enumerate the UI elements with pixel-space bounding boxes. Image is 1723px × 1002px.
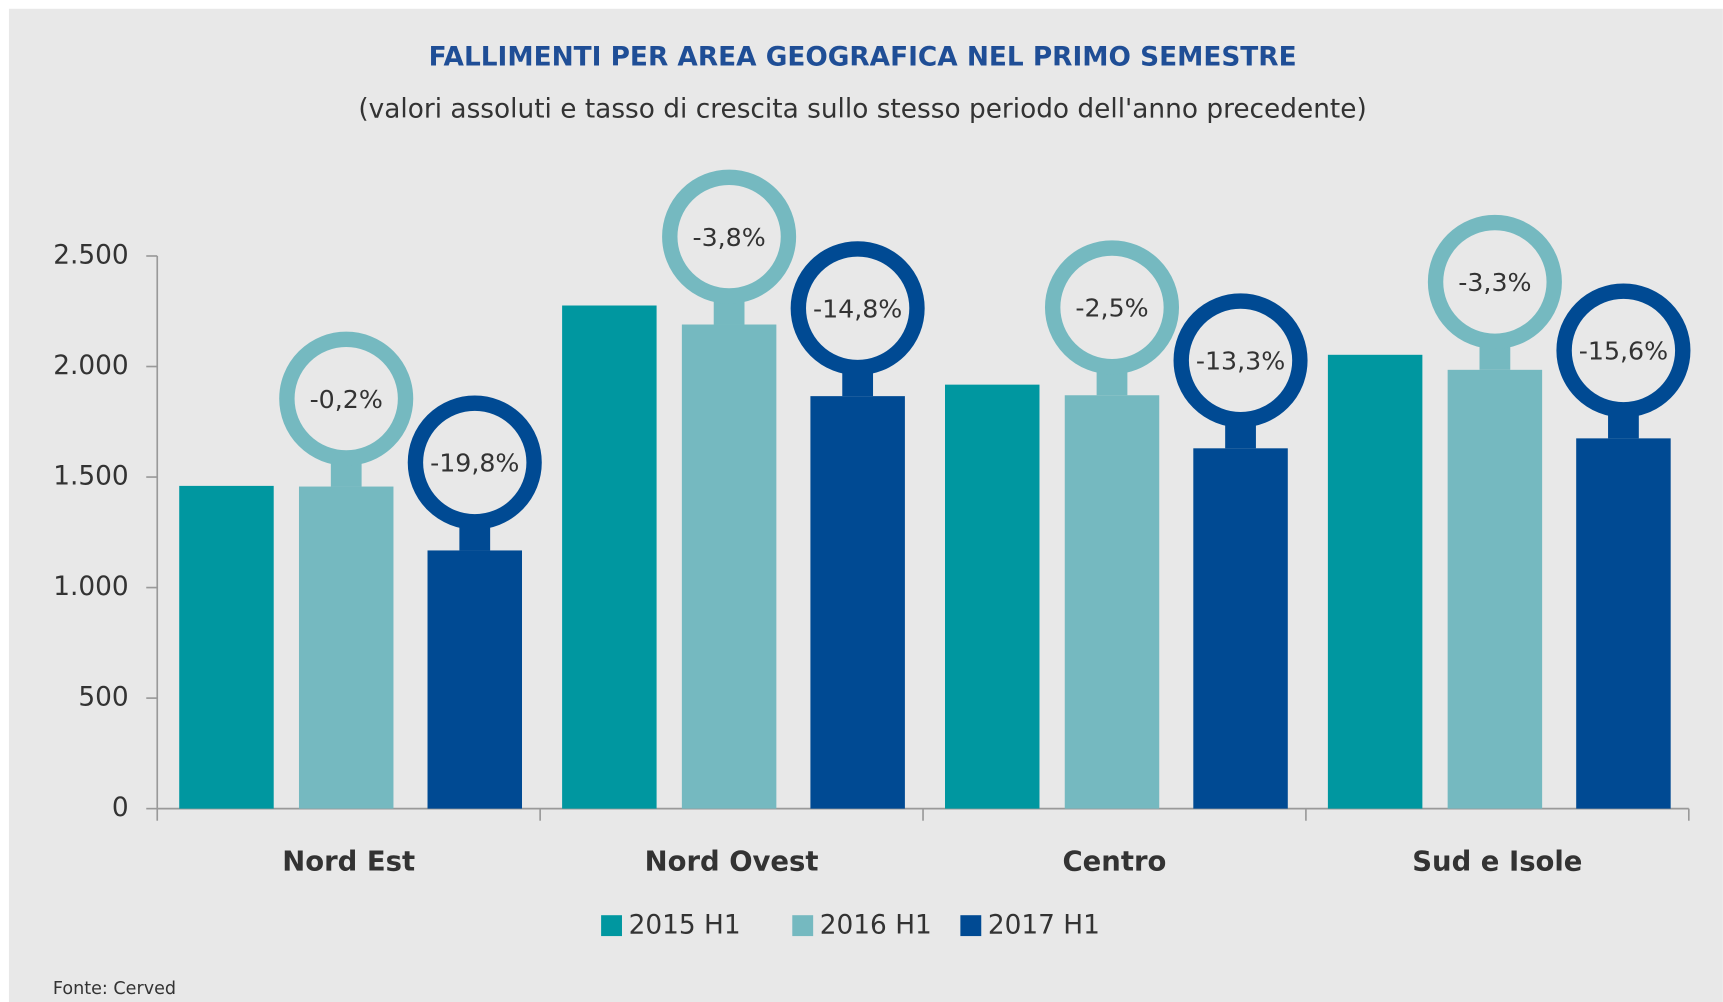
bar [1327,354,1423,809]
growth-bubble [279,331,414,466]
bar [681,324,777,809]
legend-label: 2015 H1 [629,911,741,941]
bar [562,305,657,809]
growth-bubble [1044,240,1180,375]
bar [945,384,1040,809]
x-tick-label: Nord Ovest [645,846,819,877]
bar [1064,395,1160,809]
bar [1447,369,1543,809]
growth-bubble [1173,293,1308,428]
legend-label: 2016 H1 [820,911,932,941]
growth-label: -3,8% [692,223,765,252]
growth-label: -15,6% [1579,337,1668,366]
x-tick-label: Sud e Isole [1412,846,1582,877]
bar [1576,438,1671,809]
y-tick-label: 2.500 [53,240,128,270]
growth-label: -19,8% [430,449,519,478]
legend-swatch [960,915,982,937]
growth-bubble [407,395,542,530]
growth-bubble [1556,283,1691,418]
y-tick-label: 500 [78,683,128,713]
bar [1193,448,1288,809]
bar [179,485,274,809]
y-tick-label: 2.000 [53,351,128,381]
x-tick-label: Nord Est [282,846,415,877]
source: Fonte: Cerved [53,979,176,999]
y-tick-label: 0 [112,793,129,823]
growth-bubble [662,169,797,304]
bar [427,550,523,809]
growth-bubble [1427,214,1562,349]
growth-label: -3,3% [1458,268,1531,297]
growth-label: -13,3% [1196,347,1285,376]
growth-label: -2,5% [1075,294,1148,323]
legend-swatch [792,915,814,937]
legend-swatch [601,915,622,937]
x-tick-label: Centro [1063,846,1167,877]
growth-bubble [790,241,925,376]
growth-label: -14,8% [813,294,902,323]
bar [298,486,394,809]
bar [810,396,905,809]
y-tick-label: 1.500 [53,462,128,492]
growth-label: -0,2% [310,385,383,414]
y-tick-label: 1.000 [53,572,128,602]
chart-subtitle: (valori assoluti e tasso di crescita sul… [358,94,1366,124]
chart-title: FALLIMENTI PER AREA GEOGRAFICA NEL PRIMO… [429,43,1297,73]
legend-label: 2017 H1 [988,911,1100,941]
